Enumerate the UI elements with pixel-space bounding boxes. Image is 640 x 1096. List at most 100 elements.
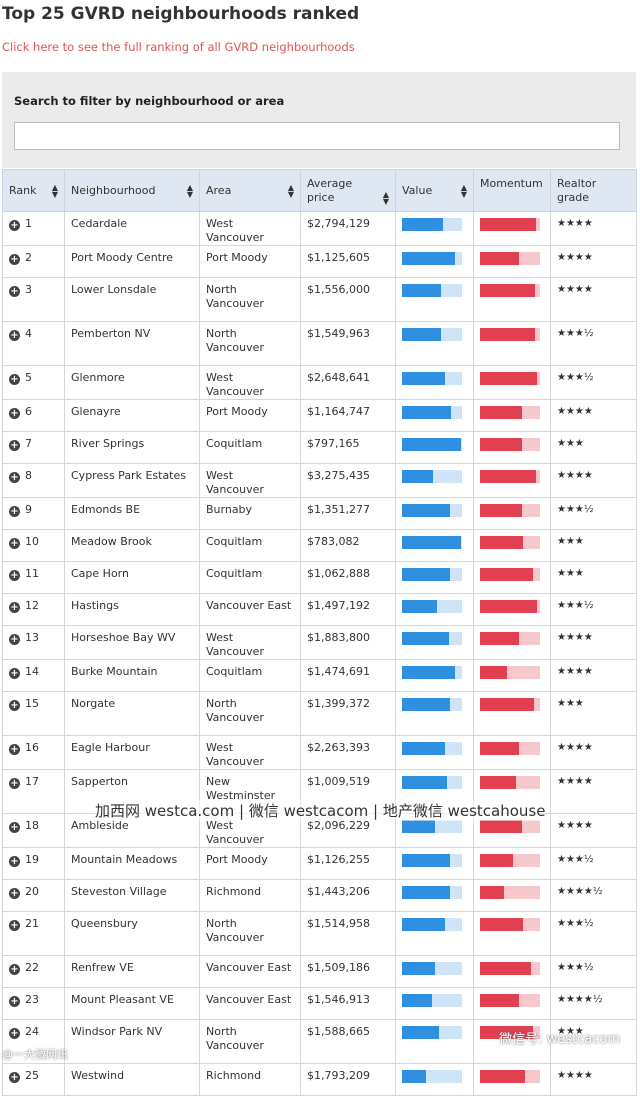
cell-average-price: $797,165 bbox=[300, 431, 396, 464]
rank-value: 21 bbox=[25, 917, 39, 930]
expand-icon[interactable]: + bbox=[9, 822, 20, 833]
table-row[interactable]: +21 Queensbury North Vancouver $1,514,958 ★★… bbox=[2, 911, 637, 956]
expand-icon[interactable]: + bbox=[9, 286, 20, 297]
momentum-bar-fill bbox=[480, 600, 537, 613]
expand-icon[interactable]: + bbox=[9, 506, 20, 517]
rank-value: 3 bbox=[25, 283, 32, 296]
table-row[interactable]: +6 Glenayre Port Moody $1,164,747 ★★★★ bbox=[2, 399, 637, 432]
momentum-bar bbox=[480, 568, 540, 581]
table-row[interactable]: +2 Port Moody Centre Port Moody $1,125,605 ★… bbox=[2, 245, 637, 278]
momentum-bar bbox=[480, 600, 540, 613]
expand-icon[interactable]: + bbox=[9, 538, 20, 549]
expand-icon[interactable]: + bbox=[9, 440, 20, 451]
table-row[interactable]: +16 Eagle Harbour West Vancouver $2,263,393… bbox=[2, 735, 637, 770]
table-row[interactable]: +22 Renfrew VE Vancouver East $1,509,186 ★★★… bbox=[2, 955, 637, 988]
value-bar-fill bbox=[402, 504, 450, 517]
cell-rank: +12 bbox=[2, 593, 65, 626]
value-bar bbox=[402, 666, 462, 679]
table-row[interactable]: +3 Lower Lonsdale North Vancouver $1,556,00… bbox=[2, 277, 637, 322]
expand-icon[interactable]: + bbox=[9, 668, 20, 679]
expand-icon[interactable]: + bbox=[9, 570, 20, 581]
table-row[interactable]: +20 Steveston Village Richmond $1,443,206 ★★… bbox=[2, 879, 637, 912]
table-row[interactable]: +19 Mountain Meadows Port Moody $1,126,255 ★… bbox=[2, 847, 637, 880]
value-bar-fill bbox=[402, 406, 452, 419]
table-row[interactable]: +23 Mount Pleasant VE Vancouver East $1,546… bbox=[2, 987, 637, 1020]
expand-icon[interactable]: + bbox=[9, 1072, 20, 1083]
col-header-neighbourhood[interactable]: Neighbourhood ▲ ▼ bbox=[64, 169, 200, 212]
col-header-average-price[interactable]: Average price ▲ ▼ bbox=[300, 169, 396, 212]
expand-icon[interactable]: + bbox=[9, 408, 20, 419]
value-bar-fill bbox=[402, 1070, 426, 1083]
cell-value bbox=[395, 561, 474, 594]
table-row[interactable]: +11 Cape Horn Coquitlam $1,062,888 ★★★ bbox=[2, 561, 637, 594]
momentum-bar-fill bbox=[480, 470, 536, 483]
table-row[interactable]: +7 River Springs Coquitlam $797,165 ★★★ bbox=[2, 431, 637, 464]
cell-neighbourhood: Cedardale bbox=[64, 211, 200, 246]
filter-input[interactable] bbox=[14, 122, 620, 150]
filter-label: Search to filter by neighbourhood or are… bbox=[14, 94, 285, 108]
expand-icon[interactable]: + bbox=[9, 472, 20, 483]
expand-icon[interactable]: + bbox=[9, 254, 20, 265]
col-header-momentum[interactable]: Momentum bbox=[473, 169, 551, 212]
momentum-bar bbox=[480, 218, 540, 231]
expand-icon[interactable]: + bbox=[9, 374, 20, 385]
cell-neighbourhood: Edmonds BE bbox=[64, 497, 200, 530]
cell-momentum bbox=[473, 365, 551, 400]
expand-icon[interactable]: + bbox=[9, 634, 20, 645]
table-row[interactable]: +13 Horseshoe Bay WV West Vancouver $1,883,… bbox=[2, 625, 637, 660]
expand-icon[interactable]: + bbox=[9, 602, 20, 613]
col-header-value[interactable]: Value ▲ ▼ bbox=[395, 169, 474, 212]
momentum-bar bbox=[480, 252, 540, 265]
expand-icon[interactable]: + bbox=[9, 856, 20, 867]
expand-icon[interactable]: + bbox=[9, 1028, 20, 1039]
cell-area: Burnaby bbox=[199, 497, 301, 530]
expand-icon[interactable]: + bbox=[9, 888, 20, 899]
cell-realtor-grade: ★★★★ bbox=[550, 1063, 637, 1096]
momentum-bar-fill bbox=[480, 918, 524, 931]
table-row[interactable]: +24 Windsor Park NV North Vancouver $1,588,… bbox=[2, 1019, 637, 1064]
cell-area: Coquitlam bbox=[199, 561, 301, 594]
value-bar bbox=[402, 218, 462, 231]
rank-value: 13 bbox=[25, 631, 39, 644]
expand-icon[interactable]: + bbox=[9, 220, 20, 231]
table-row[interactable]: +1 Cedardale West Vancouver $2,794,129 ★★★★ bbox=[2, 211, 637, 246]
expand-icon[interactable]: + bbox=[9, 996, 20, 1007]
col-header-area[interactable]: Area ▲ ▼ bbox=[199, 169, 301, 212]
table-row[interactable]: +15 Norgate North Vancouver $1,399,372 ★★★ bbox=[2, 691, 637, 736]
cell-rank: +2 bbox=[2, 245, 65, 278]
full-ranking-link[interactable]: Click here to see the full ranking of al… bbox=[2, 40, 355, 54]
table-row[interactable]: +25 Westwind Richmond $1,793,209 ★★★★ bbox=[2, 1063, 637, 1096]
expand-icon[interactable]: + bbox=[9, 920, 20, 931]
table-row[interactable]: +8 Cypress Park Estates West Vancouver $3,2… bbox=[2, 463, 637, 498]
cell-momentum bbox=[473, 529, 551, 562]
value-bar-fill bbox=[402, 918, 446, 931]
col-header-realtor-grade[interactable]: Realtor grade bbox=[550, 169, 637, 212]
value-bar bbox=[402, 918, 462, 931]
cell-momentum bbox=[473, 211, 551, 246]
cell-average-price: $783,082 bbox=[300, 529, 396, 562]
table-row[interactable]: +10 Meadow Brook Coquitlam $783,082 ★★★ bbox=[2, 529, 637, 562]
expand-icon[interactable]: + bbox=[9, 964, 20, 975]
table-row[interactable]: +12 Hastings Vancouver East $1,497,192 ★★★½ bbox=[2, 593, 637, 626]
expand-icon[interactable]: + bbox=[9, 778, 20, 789]
momentum-bar-fill bbox=[480, 854, 513, 867]
table-row[interactable]: +5 Glenmore West Vancouver $2,648,641 ★★★½ bbox=[2, 365, 637, 400]
table-row[interactable]: +9 Edmonds BE Burnaby $1,351,277 ★★★½ bbox=[2, 497, 637, 530]
rankings-table: Rank ▲ ▼ Neighbourhood ▲ ▼ Area ▲ ▼ Average pr… bbox=[2, 169, 637, 1096]
filter-panel: Search to filter by neighbourhood or are… bbox=[2, 72, 636, 168]
cell-value bbox=[395, 529, 474, 562]
momentum-bar bbox=[480, 1026, 540, 1039]
cell-average-price: $1,497,192 bbox=[300, 593, 396, 626]
momentum-bar bbox=[480, 962, 540, 975]
expand-icon[interactable]: + bbox=[9, 700, 20, 711]
cell-neighbourhood: Queensbury bbox=[64, 911, 200, 956]
table-row[interactable]: +4 Pemberton NV North Vancouver $1,549,963 ★… bbox=[2, 321, 637, 366]
table-row[interactable]: +14 Burke Mountain Coquitlam $1,474,691 ★★★★ bbox=[2, 659, 637, 692]
cell-realtor-grade: ★★★ bbox=[550, 529, 637, 562]
expand-icon[interactable]: + bbox=[9, 330, 20, 341]
watermark-text: 加西网 westca.com | 微信 westcacom | 地产微信 wes… bbox=[95, 800, 546, 821]
cell-area: West Vancouver bbox=[199, 211, 301, 246]
expand-icon[interactable]: + bbox=[9, 744, 20, 755]
cell-value bbox=[395, 879, 474, 912]
col-header-rank[interactable]: Rank ▲ ▼ bbox=[2, 169, 65, 212]
